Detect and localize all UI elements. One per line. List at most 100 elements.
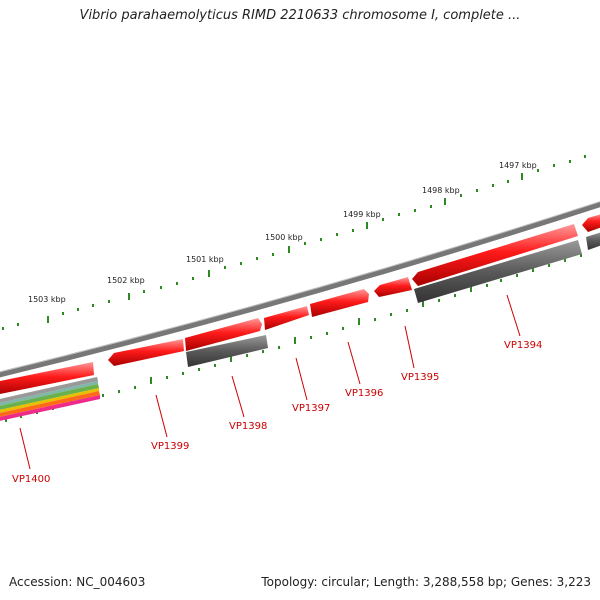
chromosome-backbone-highlight xyxy=(0,201,600,373)
scale-label-1499: 1499 kbp xyxy=(343,210,381,219)
scale-dot xyxy=(102,394,104,397)
scale-dot xyxy=(390,313,392,316)
scale-dot xyxy=(5,419,7,422)
scale-major-tick xyxy=(366,222,368,229)
scale-major-tick xyxy=(444,198,446,205)
feature-track-yellow xyxy=(0,388,99,413)
scale-dot xyxy=(548,264,550,267)
scale-dot xyxy=(198,368,200,371)
scale-dot xyxy=(77,308,79,311)
scale-major-tick xyxy=(47,316,49,323)
scale-major-tick xyxy=(150,377,152,384)
map-title: Vibrio parahaemolyticus RIMD 2210633 chr… xyxy=(79,8,521,23)
gene-block-vp1394[interactable] xyxy=(414,240,582,303)
gene-arrow-vp1398[interactable] xyxy=(185,318,262,351)
scale-label-1500: 1500 kbp xyxy=(265,233,303,242)
feature-track-gray xyxy=(0,377,98,403)
accession-text: Accession: NC_004603 xyxy=(9,575,146,589)
outer-scale xyxy=(2,155,586,330)
scale-label-1497: 1497 kbp xyxy=(499,161,537,170)
scale-major-tick xyxy=(208,270,210,277)
gene-label-vp1399[interactable]: VP1399 xyxy=(151,441,189,452)
gene-arrow-next[interactable] xyxy=(582,213,600,232)
scale-dot xyxy=(352,229,354,232)
gene-blocks-gray xyxy=(186,231,600,367)
gene-label-vp1400[interactable]: VP1400 xyxy=(12,474,50,485)
scale-dot xyxy=(553,164,555,167)
chromosome-backbone xyxy=(0,201,600,378)
scale-dot xyxy=(438,299,440,302)
feature-track-orange xyxy=(0,391,100,417)
scale-major-tick xyxy=(470,285,472,292)
gene-arrow-vp1396[interactable] xyxy=(310,289,369,317)
scale-dot xyxy=(500,279,502,282)
scale-dot xyxy=(118,390,120,393)
topology-text: Topology: circular; Length: 3,288,558 bp… xyxy=(261,575,591,589)
scale-dot xyxy=(460,194,462,197)
leader-line-vp1396 xyxy=(347,341,361,385)
scale-major-tick xyxy=(230,355,232,362)
feature-track-teal xyxy=(0,381,98,406)
scale-dot xyxy=(166,376,168,379)
scale-dot xyxy=(278,346,280,349)
gene-label-vp1396[interactable]: VP1396 xyxy=(345,388,383,399)
scale-label-1498: 1498 kbp xyxy=(422,186,460,195)
gene-block-vp1398[interactable] xyxy=(186,335,268,367)
gene-arrow-vp1399[interactable] xyxy=(108,339,184,366)
scale-dot xyxy=(476,189,478,192)
scale-dot xyxy=(374,318,376,321)
scale-dot xyxy=(134,386,136,389)
leader-line-vp1398 xyxy=(231,375,245,418)
scale-dot xyxy=(584,155,586,158)
gene-label-vp1395[interactable]: VP1395 xyxy=(401,372,439,383)
scale-dot xyxy=(272,253,274,256)
scale-label-1501: 1501 kbp xyxy=(186,255,224,264)
scale-label-1503: 1503 kbp xyxy=(28,295,66,304)
scale-dot xyxy=(537,169,539,172)
gene-label-vp1397[interactable]: VP1397 xyxy=(292,403,330,414)
gene-label-vp1394[interactable]: VP1394 xyxy=(504,340,542,351)
gene-label-vp1398[interactable]: VP1398 xyxy=(229,421,267,432)
scale-major-tick xyxy=(294,337,296,344)
scale-dot xyxy=(406,309,408,312)
scale-dot xyxy=(516,274,518,277)
scale-dot xyxy=(507,180,509,183)
gene-block-next[interactable] xyxy=(586,231,600,250)
scale-dot xyxy=(304,242,306,245)
gene-arrow-vp1397[interactable] xyxy=(264,306,309,330)
scale-dot xyxy=(398,213,400,216)
scale-dot xyxy=(108,300,110,303)
scale-major-tick xyxy=(128,293,130,300)
scale-major-tick xyxy=(422,300,424,307)
gene-arrow-vp1394[interactable] xyxy=(412,224,578,286)
scale-dot xyxy=(326,332,328,335)
scale-dot xyxy=(492,184,494,187)
gene-labels: VP1394 VP1395 VP1396 VP1397 VP1398 VP139… xyxy=(12,340,542,485)
gene-arrow-vp1395[interactable] xyxy=(374,277,412,297)
scale-dot xyxy=(256,257,258,260)
leader-line-vp1397 xyxy=(295,357,308,401)
feature-track-magenta xyxy=(0,395,100,421)
scale-dot xyxy=(486,284,488,287)
inner-scale xyxy=(5,254,582,422)
scale-dot xyxy=(17,323,19,326)
gene-arrow-vp1400[interactable] xyxy=(0,362,94,395)
scale-dot xyxy=(454,294,456,297)
leader-line-vp1395 xyxy=(404,325,415,369)
scale-label-1502: 1502 kbp xyxy=(107,276,145,285)
scale-dot xyxy=(214,364,216,367)
scale-major-tick xyxy=(358,318,360,325)
scale-dot xyxy=(224,266,226,269)
scale-dot xyxy=(182,372,184,375)
scale-dot xyxy=(564,259,566,262)
scale-dot xyxy=(20,415,22,418)
leader-line-vp1394 xyxy=(506,294,521,337)
scale-dot xyxy=(342,327,344,330)
scale-major-tick xyxy=(521,173,523,180)
scale-dot xyxy=(246,354,248,357)
scale-dot xyxy=(580,254,582,257)
scale-dot xyxy=(336,233,338,236)
scale-dot xyxy=(569,160,571,163)
